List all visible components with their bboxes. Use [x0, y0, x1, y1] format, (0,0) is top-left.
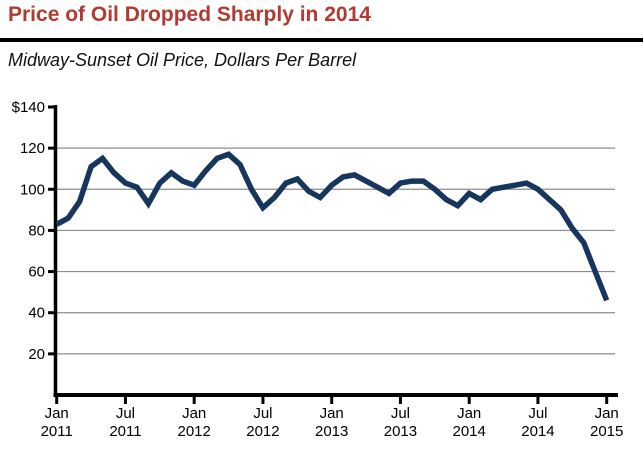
x-axis-label-year: 2013: [384, 423, 417, 440]
x-axis-label-month: Jan: [182, 405, 206, 422]
y-axis-label: 100: [20, 181, 45, 198]
x-axis-label-month: Jul: [391, 405, 410, 422]
x-axis-label-year: 2014: [453, 423, 486, 440]
title-divider: [0, 38, 643, 42]
x-axis-label-year: 2015: [590, 423, 623, 440]
chart-title: Price of Oil Dropped Sharply in 2014: [8, 3, 371, 26]
x-axis-label-month: Jul: [528, 405, 547, 422]
price-line: [55, 151, 610, 302]
chart-subtitle: Midway-Sunset Oil Price, Dollars Per Bar…: [8, 50, 357, 70]
x-axis-label-month: Jan: [595, 405, 619, 422]
y-axis-label: 120: [20, 140, 45, 157]
x-axis-label-month: Jan: [320, 405, 344, 422]
x-axis-label-year: 2013: [315, 423, 348, 440]
x-axis-label-month: Jul: [253, 405, 272, 422]
x-axis-label-year: 2011: [109, 423, 141, 440]
y-axis-label: 60: [28, 264, 45, 281]
x-axis-label-month: Jan: [457, 405, 481, 422]
line-chart: 20406080100120$140Jan2011Jul2011Jan2012J…: [12, 99, 624, 440]
x-axis-label-month: Jul: [116, 405, 135, 422]
x-axis-label-year: 2014: [521, 423, 554, 440]
x-axis-label-year: 2011: [41, 423, 73, 440]
y-axis-label: 40: [28, 305, 45, 322]
x-axis-label-year: 2012: [246, 423, 279, 440]
y-axis-label: $140: [12, 99, 45, 116]
x-axis-label-year: 2012: [178, 423, 211, 440]
y-axis-label: 80: [28, 222, 45, 239]
y-axis-label: 20: [28, 346, 45, 363]
x-axis-label-month: Jan: [45, 405, 69, 422]
